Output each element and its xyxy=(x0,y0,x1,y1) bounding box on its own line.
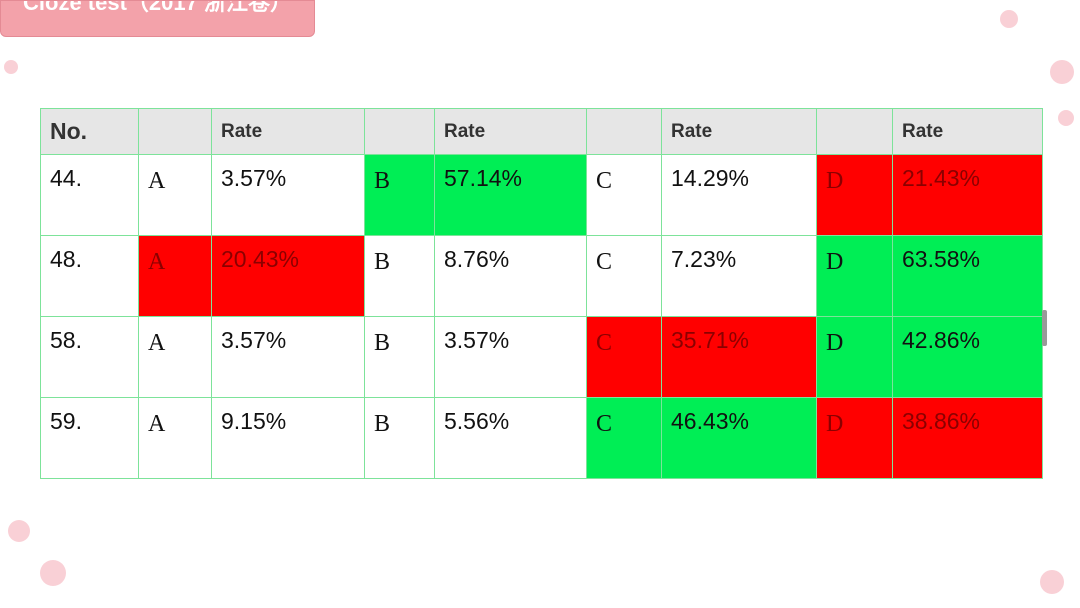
header-cell: No. xyxy=(40,108,139,155)
title-box: Cloze test（2017 浙江卷） xyxy=(0,0,315,37)
number-cell: 44. xyxy=(40,154,139,236)
option-rate: 38.86% xyxy=(892,397,1043,479)
header-cell xyxy=(586,108,662,155)
option-letter: A xyxy=(138,397,212,479)
header-cell xyxy=(364,108,435,155)
option-letter: A xyxy=(138,316,212,398)
result-table: No. Rate Rate Rate Rate 44. A 3.57% B 57.14% C 14.2… xyxy=(40,108,1043,479)
table-row: 44. A 3.57% B 57.14% C 14.29% D 21.43% xyxy=(40,154,1043,236)
blossom xyxy=(1050,60,1074,84)
option-rate: 20.43% xyxy=(211,235,365,317)
option-letter: D xyxy=(816,397,893,479)
option-letter: B xyxy=(364,316,435,398)
option-letter: C xyxy=(586,154,662,236)
option-letter: D xyxy=(816,154,893,236)
header-row: No. Rate Rate Rate Rate xyxy=(40,108,1043,155)
header-cell xyxy=(816,108,893,155)
header-cell: Rate xyxy=(892,108,1043,155)
option-letter: A xyxy=(138,235,212,317)
option-rate: 5.56% xyxy=(434,397,587,479)
option-rate: 14.29% xyxy=(661,154,817,236)
header-cell xyxy=(138,108,212,155)
option-letter: C xyxy=(586,235,662,317)
option-rate: 57.14% xyxy=(434,154,587,236)
number-cell: 59. xyxy=(40,397,139,479)
option-letter: C xyxy=(586,397,662,479)
blossom xyxy=(40,560,66,586)
title: Cloze test（2017 浙江卷） xyxy=(23,0,292,15)
option-rate: 3.57% xyxy=(211,154,365,236)
blossom xyxy=(4,60,18,74)
option-rate: 8.76% xyxy=(434,235,587,317)
header-cell: Rate xyxy=(211,108,365,155)
option-rate: 63.58% xyxy=(892,235,1043,317)
option-rate: 3.57% xyxy=(434,316,587,398)
table-row: 48. A 20.43% B 8.76% C 7.23% D 63.58% xyxy=(40,235,1043,317)
option-rate: 21.43% xyxy=(892,154,1043,236)
header-cell: Rate xyxy=(661,108,817,155)
option-rate: 3.57% xyxy=(211,316,365,398)
option-rate: 42.86% xyxy=(892,316,1043,398)
option-rate: 9.15% xyxy=(211,397,365,479)
option-letter: D xyxy=(816,235,893,317)
option-letter: C xyxy=(586,316,662,398)
option-letter: B xyxy=(364,154,435,236)
header-cell: Rate xyxy=(434,108,587,155)
table-row: 58. A 3.57% B 3.57% C 35.71% D 42.86% xyxy=(40,316,1043,398)
option-rate: 7.23% xyxy=(661,235,817,317)
option-rate: 46.43% xyxy=(661,397,817,479)
option-letter: B xyxy=(364,235,435,317)
blossom xyxy=(1058,110,1074,126)
option-letter: B xyxy=(364,397,435,479)
number-cell: 58. xyxy=(40,316,139,398)
option-letter: A xyxy=(138,154,212,236)
blossom xyxy=(1000,10,1018,28)
blossom xyxy=(1040,570,1064,594)
option-letter: D xyxy=(816,316,893,398)
number-cell: 48. xyxy=(40,235,139,317)
blossom xyxy=(8,520,30,542)
table-row: 59. A 9.15% B 5.56% C 46.43% D 38.86% xyxy=(40,397,1043,479)
option-rate: 35.71% xyxy=(661,316,817,398)
scrollbar[interactable] xyxy=(1042,310,1047,346)
